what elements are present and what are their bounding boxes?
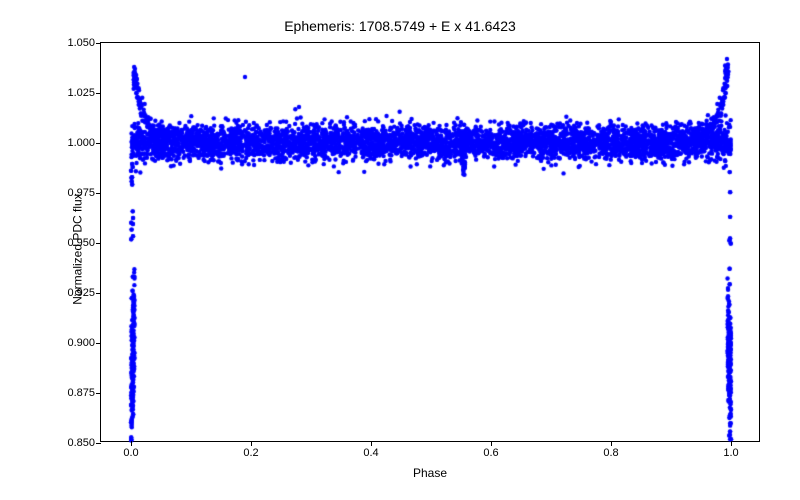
y-tick-label: 1.050 [67, 37, 95, 49]
y-tick-label: 0.900 [67, 337, 95, 349]
chart-container: Ephemeris: 1708.5749 + E x 41.6423 0.850… [0, 0, 800, 500]
x-axis-label: Phase [100, 466, 760, 480]
x-tick-label: 0.0 [123, 447, 138, 459]
y-axis-label: Normalized PDC flux [71, 193, 85, 304]
x-tick-mark [491, 441, 492, 446]
y-tick-mark [96, 443, 101, 444]
x-tick-label: 1.0 [723, 447, 738, 459]
x-tick-mark [611, 441, 612, 446]
y-tick-label: 1.025 [67, 87, 95, 99]
y-tick-mark [96, 43, 101, 44]
x-tick-mark [371, 441, 372, 446]
y-tick-mark [96, 93, 101, 94]
x-tick-label: 0.2 [243, 447, 258, 459]
y-tick-mark [96, 343, 101, 344]
y-tick-label: 0.850 [67, 437, 95, 449]
chart-title: Ephemeris: 1708.5749 + E x 41.6423 [0, 18, 800, 34]
x-tick-label: 0.4 [363, 447, 378, 459]
x-tick-label: 0.6 [483, 447, 498, 459]
x-tick-mark [131, 441, 132, 446]
y-tick-label: 1.000 [67, 137, 95, 149]
x-tick-mark [251, 441, 252, 446]
y-tick-label: 0.875 [67, 387, 95, 399]
y-tick-mark [96, 243, 101, 244]
scatter-canvas [101, 43, 761, 443]
y-tick-mark [96, 193, 101, 194]
x-tick-label: 0.8 [603, 447, 618, 459]
x-tick-mark [731, 441, 732, 446]
y-tick-mark [96, 293, 101, 294]
y-tick-mark [96, 143, 101, 144]
plot-area: 0.8500.8750.9000.9250.9500.9751.0001.025… [100, 42, 760, 442]
y-tick-mark [96, 393, 101, 394]
